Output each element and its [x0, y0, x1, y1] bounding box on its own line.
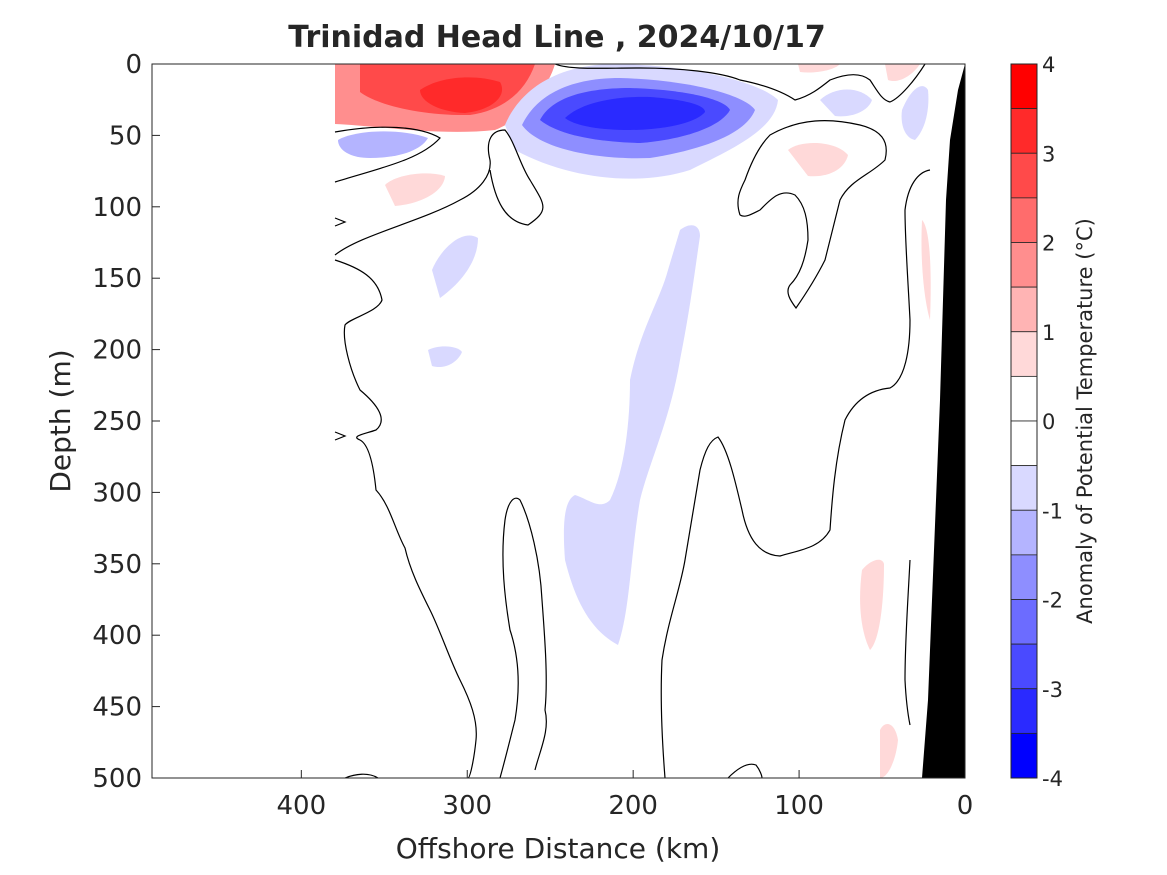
cold-patch-7	[432, 235, 478, 298]
chart-title: Trinidad Head Line , 2024/10/17	[288, 20, 825, 55]
colorbar-tick-label: 1	[1042, 321, 1055, 345]
colorbar-level	[1010, 509, 1038, 556]
warm-patch-5	[788, 143, 848, 177]
y-tick-label: 250	[92, 407, 142, 437]
colorbar-level	[1010, 197, 1038, 243]
contour-line	[334, 129, 544, 256]
cold-patch-5	[338, 131, 428, 158]
colorbar-tick-label: 0	[1042, 410, 1055, 434]
x-tick-label: 0	[957, 791, 974, 821]
y-tick-label: 450	[92, 693, 142, 723]
plot-area	[152, 64, 965, 778]
contour-line	[499, 497, 547, 778]
contour-line	[334, 259, 477, 778]
warm-patch-4	[385, 173, 445, 206]
cold-patch-8	[428, 346, 462, 368]
warm-patch-7	[885, 64, 920, 82]
warm-patch-9	[860, 559, 884, 650]
cold-patch-9	[563, 225, 700, 645]
colorbar-level	[1010, 465, 1038, 511]
x-tick-label: 400	[277, 791, 327, 821]
colorbar-tick-label: -3	[1042, 678, 1063, 702]
colorbar-tick-label: 3	[1042, 142, 1055, 166]
x-tick-label: 300	[442, 791, 492, 821]
warm-patch-3	[420, 77, 503, 113]
y-tick-label: 200	[92, 336, 142, 366]
warm-patch-10	[880, 724, 898, 778]
x-axis: 400 300 200 100 0	[277, 770, 974, 821]
anomaly-field	[334, 64, 965, 778]
cold-patch-6	[820, 89, 872, 117]
contour-line	[554, 64, 926, 103]
colorbar-level	[1010, 108, 1038, 154]
colorbar-level	[1010, 732, 1038, 779]
colorbar-tick-label: 4	[1042, 53, 1055, 77]
x-tick-label: 100	[774, 791, 824, 821]
y-tick-label: 0	[125, 50, 142, 80]
y-axis: 0 50 100 150 200 250 300 350 400 450 500	[92, 50, 160, 794]
colorbar-level	[1010, 242, 1038, 288]
colorbar-level	[1010, 420, 1038, 467]
x-tick-label: 200	[608, 791, 658, 821]
y-tick-label: 300	[92, 478, 142, 508]
cold-patch-4	[565, 96, 705, 130]
colorbar-level	[1010, 375, 1038, 422]
contour-line	[904, 559, 911, 726]
zero-contours	[334, 64, 931, 778]
colorbar	[1010, 63, 1038, 779]
colorbar-tick-label: -2	[1042, 589, 1063, 613]
contour-line	[727, 763, 763, 778]
contour-line	[334, 431, 347, 441]
y-tick-label: 150	[92, 264, 142, 294]
y-tick-label: 400	[92, 621, 142, 651]
colorbar-tick-label: 2	[1042, 232, 1055, 256]
colorbar-tick-label: -1	[1042, 499, 1063, 523]
y-axis-label: Depth (m)	[44, 349, 77, 492]
cold-patch-10	[901, 86, 929, 140]
warm-patch-6	[798, 64, 840, 73]
colorbar-ticks: 4 3 2 1 0 -1 -2 -3 -4	[1042, 53, 1063, 791]
contour-line	[334, 126, 441, 183]
bathymetry-shelf	[922, 64, 965, 778]
colorbar-level	[1010, 286, 1038, 333]
colorbar-frame	[1010, 63, 1038, 779]
contour-line	[344, 773, 379, 778]
y-tick-label: 100	[92, 193, 142, 223]
colorbar-level	[1010, 554, 1038, 600]
y-tick-label: 350	[92, 550, 142, 580]
contour-line	[737, 120, 887, 310]
warm-patch-8	[921, 220, 931, 320]
x-axis-label: Offshore Distance (km)	[396, 832, 721, 865]
colorbar-level	[1010, 152, 1038, 199]
colorbar-level	[1010, 331, 1038, 377]
colorbar-level	[1010, 599, 1038, 645]
contour-line	[660, 169, 931, 778]
colorbar-label: Anomaly of Potential Temperature (°C)	[1073, 218, 1097, 624]
colorbar-level	[1010, 688, 1038, 734]
y-tick-label: 50	[109, 121, 142, 151]
colorbar-level	[1010, 643, 1038, 690]
y-tick-label: 500	[92, 764, 142, 794]
colorbar-level	[1010, 63, 1038, 110]
colorbar-tick-label: -4	[1042, 767, 1063, 791]
contour-line	[334, 217, 347, 227]
